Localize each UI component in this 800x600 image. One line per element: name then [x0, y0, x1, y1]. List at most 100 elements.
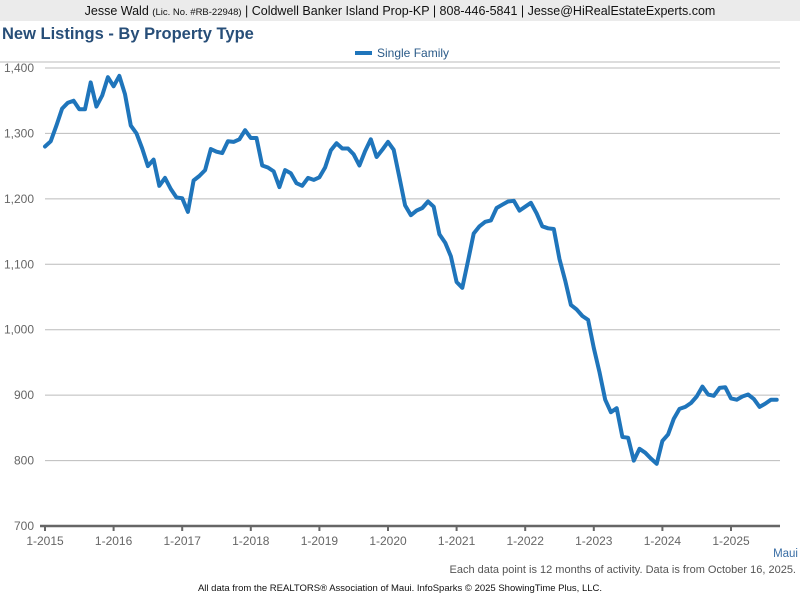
data-point[interactable]	[655, 462, 659, 466]
data-point[interactable]	[535, 211, 539, 215]
data-point[interactable]	[540, 224, 544, 228]
data-point[interactable]	[94, 105, 98, 109]
data-point[interactable]	[712, 394, 716, 398]
data-point[interactable]	[180, 196, 184, 200]
data-point[interactable]	[415, 209, 419, 213]
data-point[interactable]	[643, 451, 647, 455]
data-point[interactable]	[506, 199, 510, 203]
data-point[interactable]	[455, 280, 459, 284]
data-point[interactable]	[678, 407, 682, 411]
data-point[interactable]	[283, 168, 287, 172]
data-point[interactable]	[649, 457, 653, 461]
data-point[interactable]	[740, 394, 744, 398]
data-point[interactable]	[146, 164, 150, 168]
data-point[interactable]	[249, 136, 253, 140]
data-point[interactable]	[449, 254, 453, 258]
data-point[interactable]	[672, 417, 676, 421]
data-point[interactable]	[683, 405, 687, 409]
data-point[interactable]	[392, 148, 396, 152]
data-point[interactable]	[134, 131, 138, 135]
data-point[interactable]	[735, 398, 739, 402]
data-point[interactable]	[752, 397, 756, 401]
data-point[interactable]	[272, 169, 276, 173]
data-point[interactable]	[89, 80, 93, 84]
data-point[interactable]	[558, 257, 562, 261]
data-point[interactable]	[575, 307, 579, 311]
data-point[interactable]	[329, 148, 333, 152]
data-point[interactable]	[689, 401, 693, 405]
data-point[interactable]	[215, 150, 219, 154]
data-point[interactable]	[477, 224, 481, 228]
data-point[interactable]	[123, 92, 127, 96]
data-point[interactable]	[420, 206, 424, 210]
data-point[interactable]	[580, 314, 584, 318]
data-point[interactable]	[483, 220, 487, 224]
data-point[interactable]	[375, 155, 379, 159]
data-point[interactable]	[60, 107, 64, 111]
data-point[interactable]	[129, 124, 133, 128]
data-point[interactable]	[117, 74, 121, 78]
data-point[interactable]	[609, 410, 613, 414]
data-point[interactable]	[174, 196, 178, 200]
data-point[interactable]	[615, 406, 619, 410]
data-point[interactable]	[437, 232, 441, 236]
data-point[interactable]	[495, 206, 499, 210]
data-point[interactable]	[598, 370, 602, 374]
data-point[interactable]	[77, 107, 81, 111]
data-point[interactable]	[660, 439, 664, 443]
data-point[interactable]	[552, 227, 556, 231]
data-point[interactable]	[226, 139, 230, 143]
data-point[interactable]	[500, 203, 504, 207]
chart-legend[interactable]: Single Family	[355, 46, 449, 60]
data-point[interactable]	[49, 139, 53, 143]
data-point[interactable]	[220, 151, 224, 155]
data-point[interactable]	[466, 259, 470, 263]
data-point[interactable]	[277, 185, 281, 189]
data-point[interactable]	[380, 148, 384, 152]
series-line-single-family[interactable]	[43, 73, 779, 466]
data-point[interactable]	[152, 158, 156, 162]
data-point[interactable]	[603, 398, 607, 402]
data-point[interactable]	[775, 398, 779, 402]
data-point[interactable]	[72, 99, 76, 103]
data-point[interactable]	[157, 184, 161, 188]
data-point[interactable]	[386, 140, 390, 144]
data-point[interactable]	[632, 459, 636, 463]
data-point[interactable]	[460, 286, 464, 290]
data-point[interactable]	[769, 398, 773, 402]
data-point[interactable]	[54, 124, 58, 128]
data-point[interactable]	[409, 213, 413, 217]
data-point[interactable]	[758, 405, 762, 409]
data-point[interactable]	[306, 176, 310, 180]
data-point[interactable]	[363, 149, 367, 153]
data-point[interactable]	[397, 175, 401, 179]
data-point[interactable]	[706, 392, 710, 396]
data-point[interactable]	[140, 146, 144, 150]
data-point[interactable]	[340, 146, 344, 150]
data-point[interactable]	[357, 163, 361, 167]
data-point[interactable]	[335, 141, 339, 145]
data-point[interactable]	[209, 147, 213, 151]
data-point[interactable]	[300, 184, 304, 188]
data-point[interactable]	[66, 101, 70, 105]
data-point[interactable]	[563, 279, 567, 283]
data-point[interactable]	[626, 436, 630, 440]
data-point[interactable]	[546, 226, 550, 230]
data-point[interactable]	[729, 396, 733, 400]
data-point[interactable]	[169, 187, 173, 191]
data-point[interactable]	[352, 152, 356, 156]
data-point[interactable]	[83, 107, 87, 111]
data-point[interactable]	[586, 318, 590, 322]
data-point[interactable]	[112, 84, 116, 88]
data-point[interactable]	[489, 218, 493, 222]
data-point[interactable]	[512, 199, 516, 203]
data-point[interactable]	[569, 303, 573, 307]
data-point[interactable]	[346, 146, 350, 150]
data-point[interactable]	[666, 432, 670, 436]
region-label[interactable]: Maui	[773, 548, 798, 560]
data-point[interactable]	[260, 163, 264, 167]
data-point[interactable]	[317, 175, 321, 179]
data-point[interactable]	[186, 210, 190, 214]
data-point[interactable]	[266, 165, 270, 169]
data-point[interactable]	[523, 205, 527, 209]
